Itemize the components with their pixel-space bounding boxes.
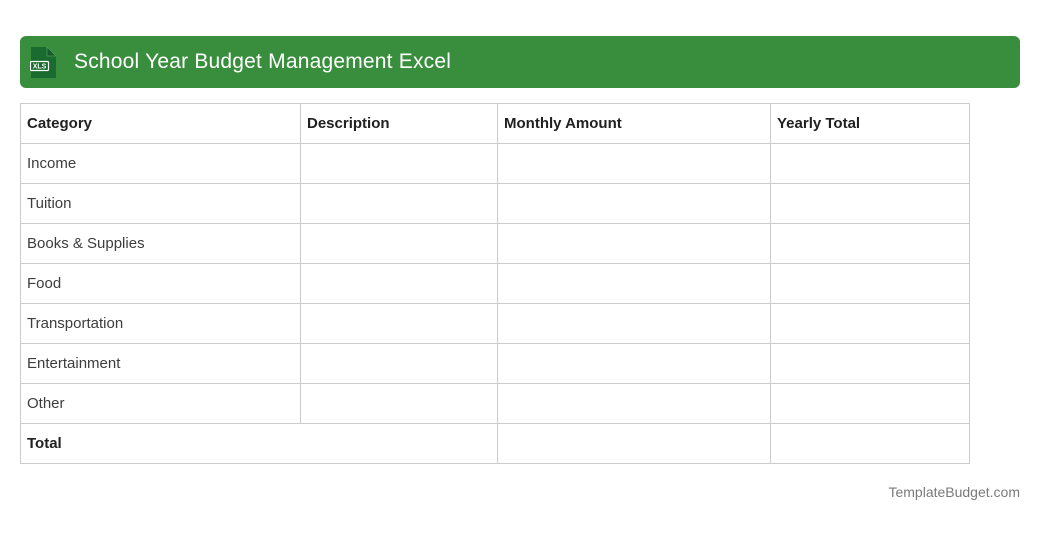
footer-credit: TemplateBudget.com [888, 484, 1020, 500]
monthly-amount-cell [497, 343, 771, 384]
category-cell: Transportation [20, 303, 301, 344]
column-header-description: Description [300, 103, 498, 144]
yearly-total-cell [770, 223, 970, 264]
description-cell [300, 263, 498, 304]
total-monthly-amount-cell [497, 423, 771, 464]
yearly-total-cell [770, 303, 970, 344]
monthly-amount-cell [497, 223, 771, 264]
budget-table: Category Description Monthly Amount Year… [20, 103, 970, 464]
category-cell: Other [20, 383, 301, 424]
yearly-total-cell [770, 343, 970, 384]
page-container: XLS School Year Budget Management Excel … [20, 36, 1020, 500]
table-row: Other [20, 383, 970, 424]
table-row: Income [20, 143, 970, 184]
description-cell [300, 183, 498, 224]
table-row: Books & Supplies [20, 223, 970, 264]
description-cell [300, 223, 498, 264]
description-cell [300, 143, 498, 184]
monthly-amount-cell [497, 383, 771, 424]
yearly-total-cell [770, 263, 970, 304]
total-yearly-total-cell [770, 423, 970, 464]
xls-file-icon: XLS [29, 45, 57, 79]
table-row: Entertainment [20, 343, 970, 384]
category-cell: Books & Supplies [20, 223, 301, 264]
category-cell: Entertainment [20, 343, 301, 384]
table-header-row: Category Description Monthly Amount Year… [20, 103, 970, 144]
yearly-total-cell [770, 183, 970, 224]
svg-text:XLS: XLS [33, 63, 47, 70]
description-cell [300, 303, 498, 344]
column-header-category: Category [20, 103, 301, 144]
description-cell [300, 383, 498, 424]
total-label-cell: Total [20, 423, 498, 464]
page-title: School Year Budget Management Excel [74, 50, 452, 73]
table-row: Tuition [20, 183, 970, 224]
yearly-total-cell [770, 143, 970, 184]
table-row: Transportation [20, 303, 970, 344]
category-cell: Income [20, 143, 301, 184]
column-header-monthly-amount: Monthly Amount [497, 103, 771, 144]
monthly-amount-cell [497, 303, 771, 344]
table-row: Food [20, 263, 970, 304]
category-cell: Food [20, 263, 301, 304]
monthly-amount-cell [497, 143, 771, 184]
description-cell [300, 343, 498, 384]
category-cell: Tuition [20, 183, 301, 224]
column-header-yearly-total: Yearly Total [770, 103, 970, 144]
monthly-amount-cell [497, 263, 771, 304]
total-row: Total [20, 423, 970, 464]
yearly-total-cell [770, 383, 970, 424]
title-bar: XLS School Year Budget Management Excel [20, 36, 1020, 88]
monthly-amount-cell [497, 183, 771, 224]
